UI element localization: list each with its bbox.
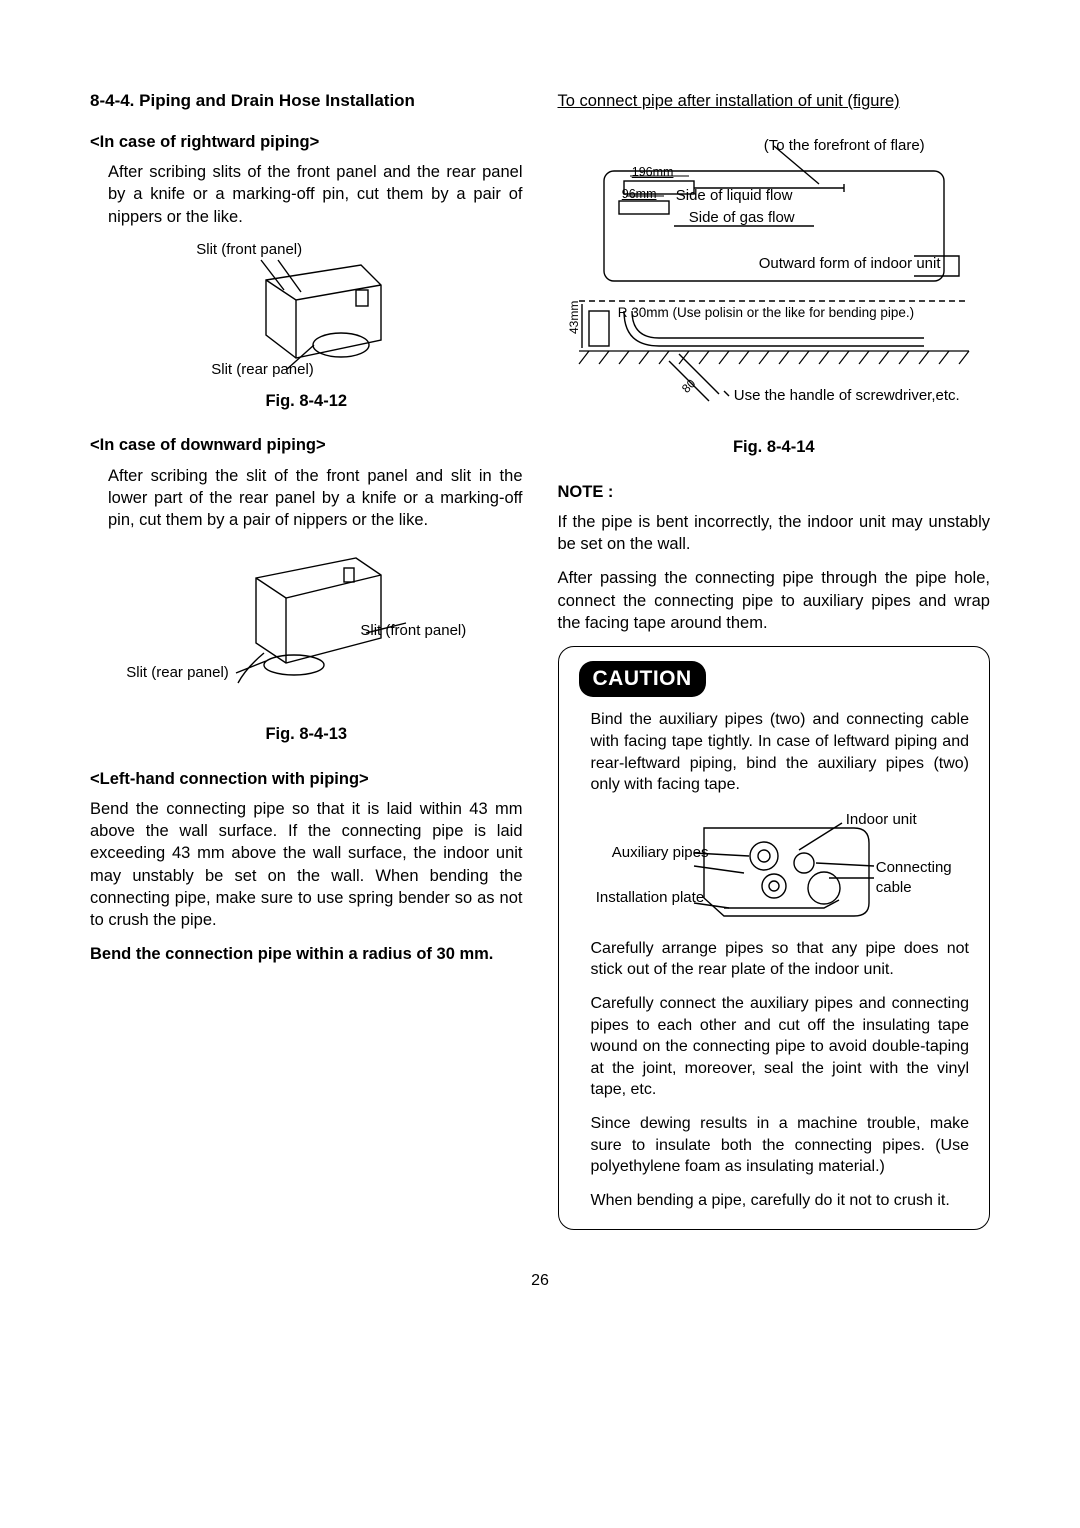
dim-196: 196mm (632, 164, 674, 181)
fig-8-4-12: Slit (front panel) Slit (rear panel) (176, 240, 436, 380)
page-number: 26 (90, 1270, 990, 1292)
caution-p3: Carefully connect the auxiliary pipes an… (579, 993, 970, 1101)
fig-13-caption: Fig. 8-4-13 (90, 723, 523, 745)
lefthand-text1: Bend the connecting pipe so that it is l… (90, 798, 523, 932)
rightward-text: After scribing slits of the front panel … (90, 161, 523, 228)
label-outward: Outward form of indoor unit (759, 254, 941, 274)
section-title: 8-4-4. Piping and Drain Hose Installatio… (90, 90, 523, 113)
fig-8-4-14: (To the forefront of flare) 196mm 96mm S… (564, 136, 984, 426)
caution-diagram: Indoor unit Auxiliary pipes Connecting c… (594, 808, 954, 928)
label-slit-front-2: Slit (front panel) (360, 621, 466, 641)
caution-p5: When bending a pipe, carefully do it not… (579, 1190, 970, 1212)
caution-p4: Since dewing results in a machine troubl… (579, 1113, 970, 1178)
label-screwdriver: Use the handle of screwdriver,etc. (734, 386, 960, 406)
rightward-heading: <In case of rightward piping> (90, 131, 523, 153)
downward-text: After scribing the slit of the front pan… (90, 465, 523, 532)
lefthand-text2: Bend the connection pipe within a radius… (90, 943, 523, 965)
right-column: To connect pipe after installation of un… (558, 90, 991, 1230)
label-indoor: Indoor unit (846, 810, 917, 830)
caution-badge: CAUTION (579, 661, 706, 697)
diagram-title: To connect pipe after installation of un… (558, 90, 991, 112)
fig-14-svg (564, 136, 984, 426)
caution-p1: Bind the auxiliary pipes (two) and conne… (579, 709, 970, 795)
label-slit-rear-2: Slit (rear panel) (126, 663, 229, 683)
caution-p2: Carefully arrange pipes so that any pipe… (579, 938, 970, 981)
fig-12-caption: Fig. 8-4-12 (90, 390, 523, 412)
caution-box: CAUTION Bind the auxiliary pipes (two) a… (558, 646, 991, 1230)
label-conn: Connecting cable (876, 858, 954, 899)
page-columns: 8-4-4. Piping and Drain Hose Installatio… (90, 90, 990, 1230)
downward-heading: <In case of downward piping> (90, 434, 523, 456)
fig-14-caption: Fig. 8-4-14 (558, 436, 991, 458)
left-column: 8-4-4. Piping and Drain Hose Installatio… (90, 90, 523, 1230)
label-liquid: Side of liquid flow (676, 186, 793, 206)
label-flare: (To the forefront of flare) (764, 136, 925, 156)
label-slit-rear: Slit (rear panel) (211, 360, 314, 380)
dim-96: 96mm (622, 186, 657, 203)
note-2: After passing the connecting pipe throug… (558, 567, 991, 634)
fig-8-4-13: Slit (front panel) Slit (rear panel) (146, 543, 466, 713)
lefthand-heading: <Left-hand connection with piping> (90, 768, 523, 790)
dim-43: 43mm (566, 301, 582, 334)
label-slit-front: Slit (front panel) (196, 240, 302, 260)
note-title: NOTE : (558, 481, 991, 503)
label-r30: R 30mm (Use polisin or the like for bend… (618, 304, 914, 322)
label-gas: Side of gas flow (689, 208, 795, 228)
note-1: If the pipe is bent incorrectly, the ind… (558, 511, 991, 556)
label-plate: Installation plate (596, 888, 704, 908)
label-aux: Auxiliary pipes (612, 843, 709, 863)
